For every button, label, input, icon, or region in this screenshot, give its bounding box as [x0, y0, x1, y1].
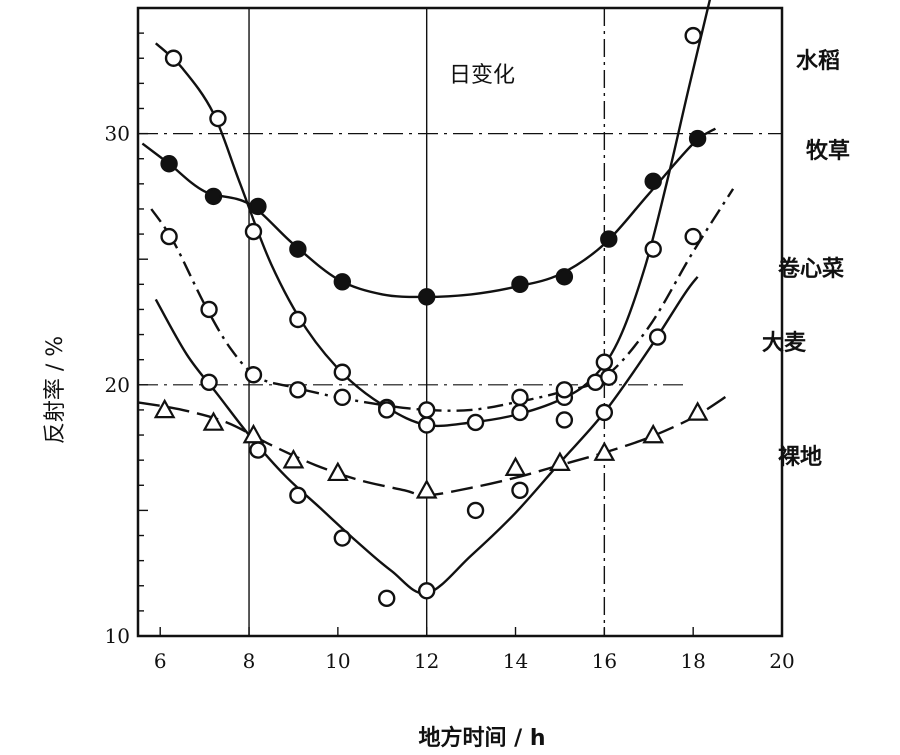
series-label-barley: 大麦: [762, 330, 807, 356]
point-cabbage: [289, 381, 307, 399]
x-tick-label: 20: [769, 649, 794, 673]
point-barley: [648, 328, 667, 346]
point-barley: [200, 373, 218, 391]
plot-frame: [136, 6, 784, 638]
point-rice: [164, 49, 183, 67]
point-bare-soil: [504, 456, 527, 476]
x-tick-label: 10: [325, 649, 350, 673]
series-curves: [137, 0, 735, 595]
point-pasture: [289, 240, 307, 258]
point-pasture: [249, 197, 267, 216]
x-tick-label: 8: [243, 649, 256, 673]
y-tick-label: 30: [105, 122, 130, 146]
x-tick-label: 16: [592, 649, 617, 673]
point-barley: [378, 589, 396, 608]
point-bare-soil: [415, 479, 438, 499]
point-barley: [249, 441, 267, 459]
point-pasture: [600, 230, 618, 248]
point-cabbage: [684, 227, 702, 246]
point-barley: [595, 403, 614, 422]
y-tick-label: 20: [105, 373, 130, 397]
point-cabbage: [600, 368, 618, 386]
x-axis-label: 地方时间 / h: [418, 725, 545, 751]
point-pasture: [688, 129, 707, 148]
series-line-cabbage: [150, 188, 735, 412]
point-bare-soil: [202, 411, 225, 431]
y-axis-label: 反射率 / %: [43, 336, 68, 444]
point-cabbage: [511, 388, 529, 407]
series-label-pasture: 牧草: [806, 138, 850, 164]
x-tick-label: 14: [503, 649, 528, 673]
point-bare-soil: [326, 461, 349, 482]
point-barley: [333, 529, 352, 547]
point-bare-soil: [686, 401, 709, 421]
point-barley: [555, 411, 574, 429]
point-pasture: [555, 268, 574, 286]
series-label-rice: 水稻: [796, 49, 840, 74]
point-bare-soil: [593, 441, 616, 461]
point-bare-soil: [282, 448, 305, 469]
series-label-bare-soil: 裸地: [778, 444, 822, 470]
point-barley: [417, 582, 436, 600]
point-cabbage: [555, 381, 574, 399]
point-bare-soil: [549, 451, 571, 471]
point-rice: [333, 363, 352, 381]
series-line-barley: [154, 276, 699, 595]
point-pasture: [644, 172, 662, 191]
point-cabbage: [417, 401, 436, 419]
point-pasture: [333, 273, 352, 291]
x-tick-label: 12: [414, 649, 439, 673]
point-bare-soil: [242, 423, 265, 444]
point-pasture: [160, 155, 178, 173]
point-cabbage: [244, 366, 263, 384]
point-barley: [466, 501, 485, 520]
point-bare-soil: [153, 398, 176, 419]
point-cabbage: [200, 300, 218, 319]
series-line-rice: [154, 0, 712, 428]
point-rice: [684, 26, 702, 45]
y-tick-label: 10: [105, 624, 130, 648]
point-rice: [289, 310, 307, 329]
point-rice: [417, 416, 436, 434]
point-rice: [209, 109, 227, 128]
point-cabbage: [378, 401, 396, 419]
point-rice: [466, 413, 485, 432]
point-pasture: [511, 275, 529, 294]
point-rice: [511, 403, 529, 422]
point-barley: [511, 481, 529, 500]
point-barley: [289, 486, 307, 505]
x-tick-label: 6: [154, 649, 167, 673]
series-label-cabbage: 卷心菜: [777, 256, 844, 282]
point-cabbage: [333, 388, 352, 407]
series-markers: [153, 26, 709, 608]
point-rice: [644, 240, 662, 258]
x-tick-label: 18: [680, 649, 705, 673]
point-pasture: [204, 187, 223, 206]
axis-ticks: 6 8 10 12 14 16 18 20 10 20 30: [105, 7, 795, 673]
point-rice: [244, 222, 263, 241]
point-cabbage: [160, 227, 178, 246]
point-bare-soil: [642, 423, 665, 444]
annotation-daily-change: 日变化: [449, 63, 515, 88]
point-pasture: [417, 288, 436, 306]
point-rice: [595, 353, 614, 371]
